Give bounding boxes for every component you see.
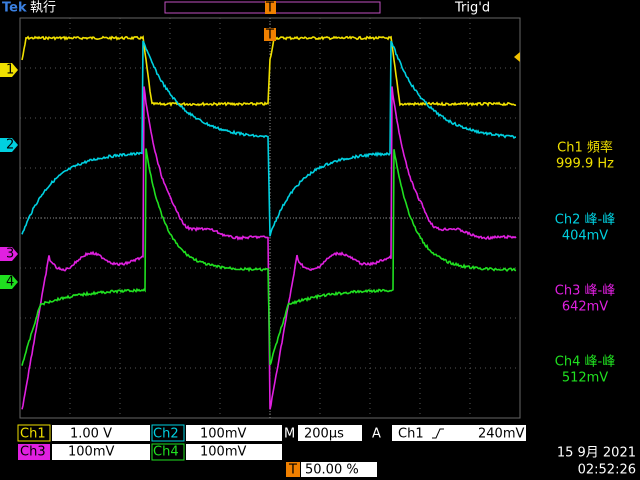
measurement-value: 512mV — [562, 371, 608, 386]
ch1-marker — [0, 63, 18, 77]
run-status: 執行 — [30, 0, 56, 16]
date: 15 9月 2021 — [557, 446, 636, 461]
trigger-level: 240mV — [478, 427, 524, 442]
trigger-position-box — [301, 462, 377, 477]
trigger-position-value: 50.00 % — [305, 463, 359, 478]
trigger-source: Ch1 — [398, 427, 424, 442]
trigger-position-tag — [286, 462, 300, 477]
trigger-status: Trig'd — [454, 1, 490, 16]
ch3-marker-label: 3 — [6, 247, 14, 262]
trigger-marker — [264, 28, 276, 41]
ch1-scale: 1.00 V — [70, 427, 112, 442]
timebase-box — [298, 425, 362, 441]
trigger-marker-label: T — [265, 28, 274, 43]
ch4-tag — [151, 443, 185, 461]
ch3-tag — [18, 444, 50, 460]
ch2-marker — [0, 138, 18, 152]
measurement-label: Ch1 頻率 — [557, 140, 613, 156]
measurement-value: 999.9 Hz — [556, 157, 614, 172]
ch4-marker-label: 4 — [6, 275, 14, 290]
trigger-box — [392, 425, 526, 441]
measurement-label: Ch4 峰-峰 — [555, 355, 615, 370]
measurement-label: Ch2 峰-峰 — [555, 213, 615, 228]
ch2-box — [186, 425, 282, 441]
ch1-name: Ch1 — [20, 427, 46, 442]
ch4-marker — [0, 275, 18, 289]
ch3-name: Ch3 — [20, 445, 46, 460]
ch2-name: Ch2 — [153, 427, 179, 442]
ch3-box — [52, 444, 150, 460]
timebase-value: 200µs — [304, 427, 344, 442]
trigger-pos-label: T — [265, 1, 274, 16]
ch2-scale: 100mV — [200, 427, 246, 442]
trigger-mode: A — [372, 427, 381, 442]
time: 02:52:26 — [578, 463, 636, 478]
ch3-marker — [0, 247, 18, 261]
brand: Tek — [2, 1, 27, 16]
ch1-box — [52, 425, 150, 441]
ch4-box — [186, 444, 282, 460]
trigger-pos-marker — [265, 1, 276, 14]
yellow-trace — [21, 35, 517, 107]
measurement-value: 404mV — [562, 229, 608, 244]
ch1-tag — [17, 424, 51, 442]
ch4-name: Ch4 — [153, 445, 179, 460]
traces — [21, 35, 517, 410]
timebase-label: M — [284, 427, 295, 442]
trigger-position-marker: T — [288, 463, 297, 478]
ch2-tag — [151, 424, 185, 442]
measurement-value: 642mV — [562, 300, 608, 315]
cyan-trace — [21, 40, 516, 237]
trigger-slope-icon — [432, 428, 444, 439]
ch2-marker-label: 2 — [6, 138, 14, 153]
green-trace — [21, 148, 517, 366]
ch3-scale: 100mV — [68, 445, 114, 460]
trigger-level-arrow — [514, 52, 520, 62]
ch4-scale: 100mV — [200, 445, 246, 460]
measurement-label: Ch3 峰-峰 — [555, 284, 615, 299]
ch1-marker-label: 1 — [6, 63, 14, 78]
